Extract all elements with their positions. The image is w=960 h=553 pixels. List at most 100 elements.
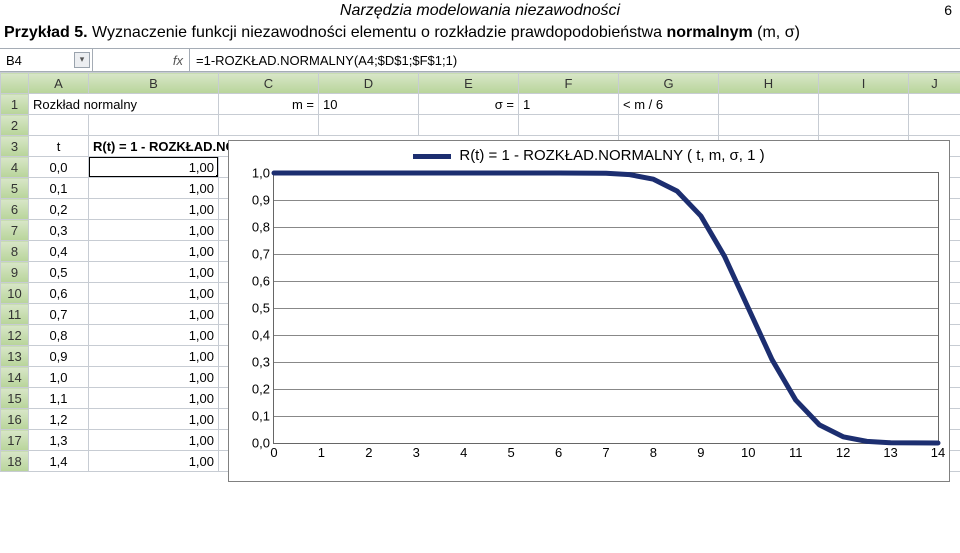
cell[interactable]: 1,00 bbox=[89, 304, 219, 325]
example-tail: (m, σ) bbox=[753, 24, 800, 41]
chart-y-tick-label: 0,6 bbox=[252, 274, 274, 289]
cell[interactable]: 1,1 bbox=[29, 388, 89, 409]
row-header[interactable]: 2 bbox=[1, 115, 29, 136]
cell[interactable]: 1,2 bbox=[29, 409, 89, 430]
cell[interactable]: 0,3 bbox=[29, 220, 89, 241]
chart-area: 0,00,10,20,30,40,50,60,70,80,91,00123456… bbox=[229, 166, 949, 472]
cell[interactable]: 0,8 bbox=[29, 325, 89, 346]
cell[interactable] bbox=[219, 115, 319, 136]
row-header[interactable]: 7 bbox=[1, 220, 29, 241]
cell[interactable]: 1,00 bbox=[89, 325, 219, 346]
chart-y-tick-label: 0,3 bbox=[252, 355, 274, 370]
column-header[interactable]: I bbox=[819, 73, 909, 94]
row-header[interactable]: 1 bbox=[1, 94, 29, 115]
formula-input[interactable]: =1-ROZKŁAD.NORMALNY(A4;$D$1;$F$1;1) bbox=[190, 49, 960, 71]
cell[interactable]: 0,0 bbox=[29, 157, 89, 178]
chart-x-tick-label: 6 bbox=[555, 443, 562, 460]
cell[interactable] bbox=[719, 115, 819, 136]
column-header[interactable]: C bbox=[219, 73, 319, 94]
chart-x-tick-label: 1 bbox=[318, 443, 325, 460]
row-header[interactable]: 10 bbox=[1, 283, 29, 304]
cell[interactable]: 1,3 bbox=[29, 430, 89, 451]
row-header[interactable]: 5 bbox=[1, 178, 29, 199]
cell[interactable] bbox=[819, 94, 909, 115]
row-header[interactable]: 11 bbox=[1, 304, 29, 325]
chart-x-tick-label: 8 bbox=[650, 443, 657, 460]
page-number: 6 bbox=[944, 2, 952, 18]
row-header[interactable]: 16 bbox=[1, 409, 29, 430]
cell[interactable]: 1,00 bbox=[89, 220, 219, 241]
cell[interactable]: 1,00 bbox=[89, 262, 219, 283]
column-header[interactable]: A bbox=[29, 73, 89, 94]
cell[interactable] bbox=[29, 115, 89, 136]
cell[interactable]: 1,00 bbox=[89, 199, 219, 220]
chart-x-tick-label: 11 bbox=[789, 443, 803, 460]
row-header[interactable]: 12 bbox=[1, 325, 29, 346]
cell[interactable]: Rozkład normalny bbox=[29, 94, 219, 115]
row-header[interactable]: 4 bbox=[1, 157, 29, 178]
cell-reference: B4 bbox=[6, 53, 22, 68]
cell[interactable]: 1,4 bbox=[29, 451, 89, 472]
cell[interactable]: m = bbox=[219, 94, 319, 115]
cell[interactable]: 0,2 bbox=[29, 199, 89, 220]
cell[interactable] bbox=[619, 115, 719, 136]
cell[interactable]: 1,00 bbox=[89, 346, 219, 367]
column-header[interactable]: D bbox=[319, 73, 419, 94]
column-header[interactable]: E bbox=[419, 73, 519, 94]
fx-label[interactable]: fx bbox=[93, 49, 190, 71]
column-header[interactable]: G bbox=[619, 73, 719, 94]
cell[interactable] bbox=[819, 115, 909, 136]
cell[interactable]: 1,0 bbox=[29, 367, 89, 388]
column-header[interactable]: J bbox=[909, 73, 960, 94]
cell[interactable]: 1,00 bbox=[89, 388, 219, 409]
cell[interactable]: 0,5 bbox=[29, 262, 89, 283]
row-header[interactable]: 14 bbox=[1, 367, 29, 388]
cell[interactable]: 0,9 bbox=[29, 346, 89, 367]
select-all-corner[interactable] bbox=[1, 73, 29, 94]
row-header[interactable]: 13 bbox=[1, 346, 29, 367]
chart-x-tick-label: 14 bbox=[931, 443, 945, 460]
chart-x-tick-label: 0 bbox=[270, 443, 277, 460]
column-header[interactable]: B bbox=[89, 73, 219, 94]
column-header[interactable]: H bbox=[719, 73, 819, 94]
cell[interactable]: σ = bbox=[419, 94, 519, 115]
row-header[interactable]: 6 bbox=[1, 199, 29, 220]
row-header[interactable]: 3 bbox=[1, 136, 29, 157]
legend-swatch bbox=[413, 154, 451, 159]
row-header[interactable]: 9 bbox=[1, 262, 29, 283]
row-header[interactable]: 18 bbox=[1, 451, 29, 472]
column-header[interactable]: F bbox=[519, 73, 619, 94]
cell[interactable]: 1,00 bbox=[89, 283, 219, 304]
cell[interactable] bbox=[909, 94, 960, 115]
cell[interactable]: 0,4 bbox=[29, 241, 89, 262]
chart-y-tick-label: 0,7 bbox=[252, 247, 274, 262]
row-header[interactable]: 8 bbox=[1, 241, 29, 262]
cell[interactable]: 10 bbox=[319, 94, 419, 115]
cell[interactable] bbox=[89, 115, 219, 136]
cell[interactable] bbox=[419, 115, 519, 136]
embedded-chart[interactable]: R(t) = 1 - ROZKŁAD.NORMALNY ( t, m, σ, 1… bbox=[228, 140, 950, 482]
name-box[interactable]: B4 ▾ bbox=[0, 49, 93, 71]
row-header[interactable]: 15 bbox=[1, 388, 29, 409]
cell[interactable] bbox=[909, 115, 960, 136]
cell[interactable]: 1,00 bbox=[89, 430, 219, 451]
cell[interactable]: 1 bbox=[519, 94, 619, 115]
cell[interactable]: 1,00 bbox=[89, 241, 219, 262]
cell[interactable] bbox=[319, 115, 419, 136]
cell[interactable]: t bbox=[29, 136, 89, 157]
cell[interactable]: 0,7 bbox=[29, 304, 89, 325]
cell[interactable] bbox=[719, 94, 819, 115]
cell[interactable]: 1,00 bbox=[89, 409, 219, 430]
row-header[interactable]: 17 bbox=[1, 430, 29, 451]
cell[interactable]: 1,00 bbox=[89, 157, 219, 178]
page-header: Narzędzia modelowania niezawodności 6 bbox=[0, 0, 960, 24]
cell[interactable]: 1,00 bbox=[89, 367, 219, 388]
cell[interactable]: 0,1 bbox=[29, 178, 89, 199]
cell[interactable]: 0,6 bbox=[29, 283, 89, 304]
spreadsheet: B4 ▾ fx =1-ROZKŁAD.NORMALNY(A4;$D$1;$F$1… bbox=[0, 48, 960, 472]
cell[interactable] bbox=[519, 115, 619, 136]
cell[interactable]: 1,00 bbox=[89, 178, 219, 199]
cell[interactable]: 1,00 bbox=[89, 451, 219, 472]
name-box-dropdown-icon[interactable]: ▾ bbox=[74, 52, 90, 68]
cell[interactable]: < m / 6 bbox=[619, 94, 719, 115]
